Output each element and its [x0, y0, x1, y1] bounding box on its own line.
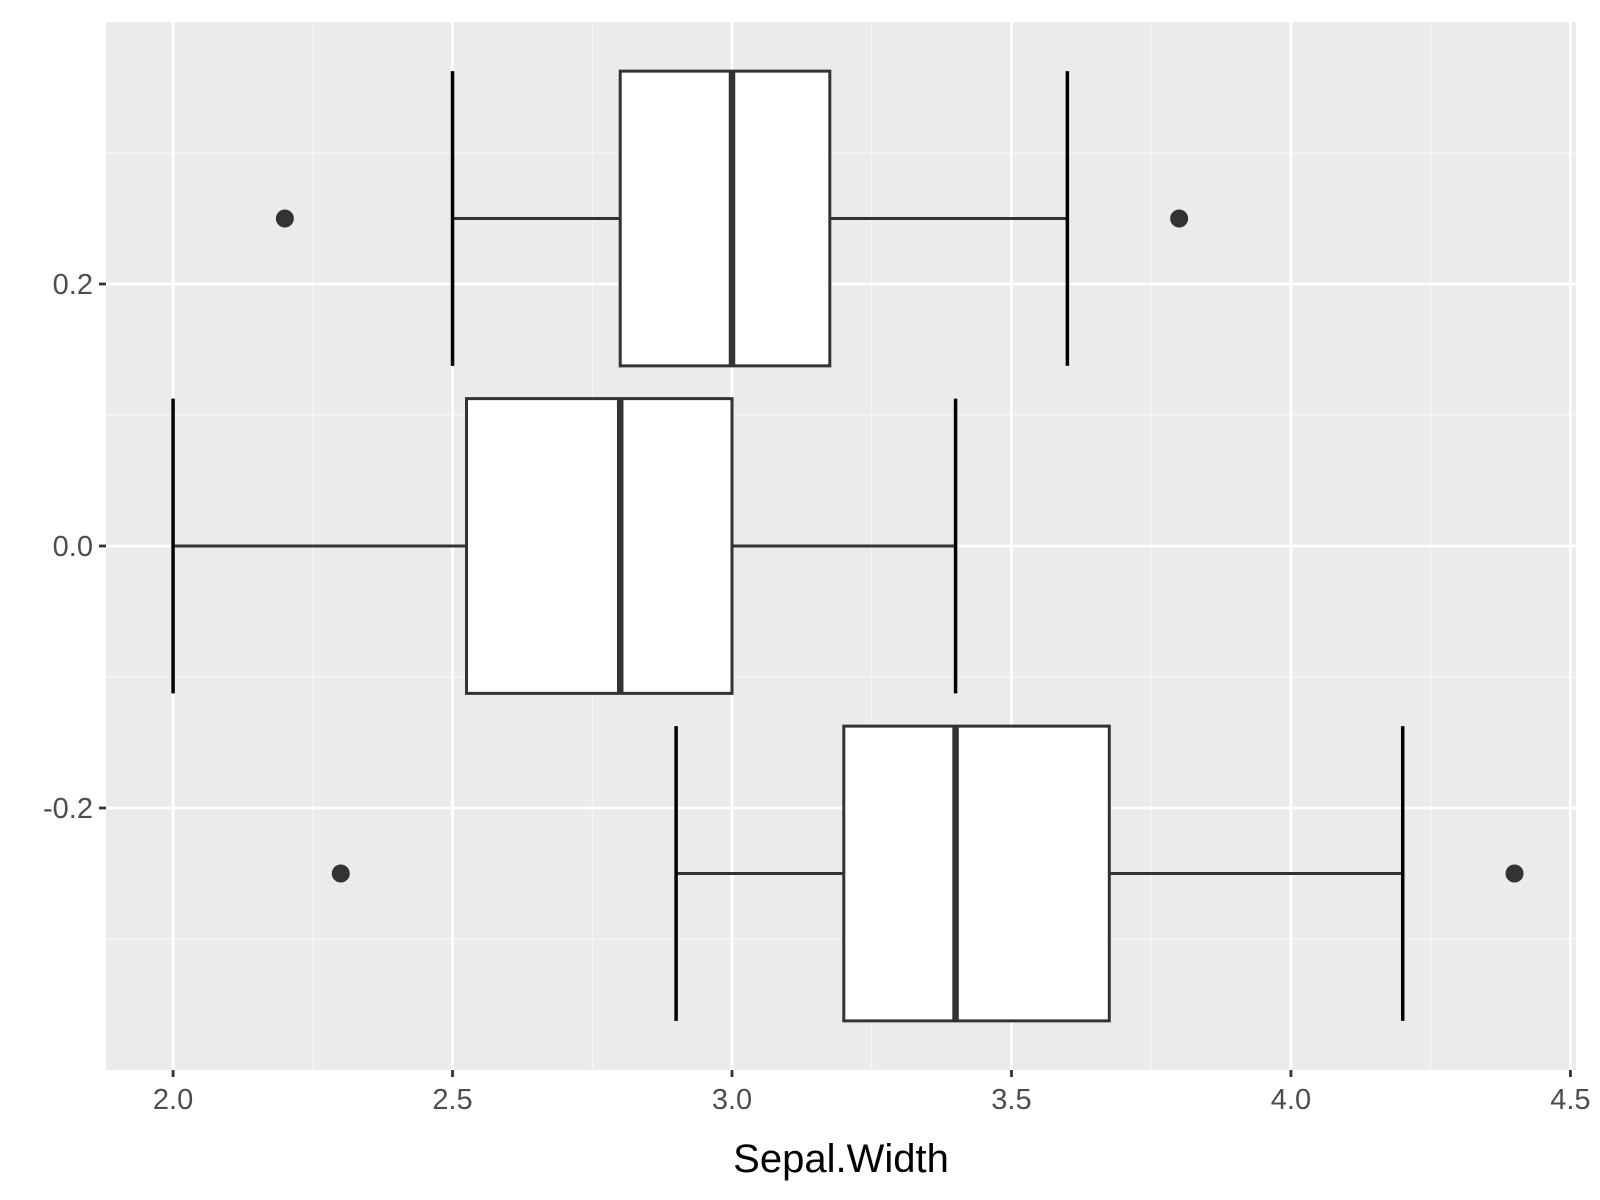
box-group-3 — [331, 724, 1524, 1023]
x-axis-title: Sepal.Width — [733, 1137, 949, 1181]
x-tick-label: 4.5 — [1550, 1084, 1590, 1116]
x-tick-label: 3.5 — [991, 1084, 1031, 1116]
x-tick-label: 2.0 — [153, 1084, 193, 1116]
outlier-point — [275, 209, 294, 228]
x-tick-label: 3.0 — [712, 1084, 752, 1116]
outlier-point — [331, 864, 350, 883]
y-tick-label: 0.2 — [53, 269, 93, 301]
box-group-2 — [171, 397, 958, 695]
interquartile-box — [842, 724, 1111, 1023]
outlier-point — [1505, 864, 1524, 883]
axes: 2.0 2.5 3.0 3.5 4.0 4.5 0.2 0.0 -0.2 — [43, 269, 1591, 1116]
x-tick-label: 2.5 — [432, 1084, 472, 1116]
y-tick-label: 0.0 — [53, 531, 93, 563]
box-group-1 — [275, 69, 1189, 368]
box-series — [171, 69, 1524, 1023]
x-tick-label: 4.0 — [1271, 1084, 1311, 1116]
y-tick-label: -0.2 — [43, 793, 93, 825]
outlier-point — [1170, 209, 1189, 228]
interquartile-box — [465, 397, 734, 695]
interquartile-box — [618, 69, 832, 368]
